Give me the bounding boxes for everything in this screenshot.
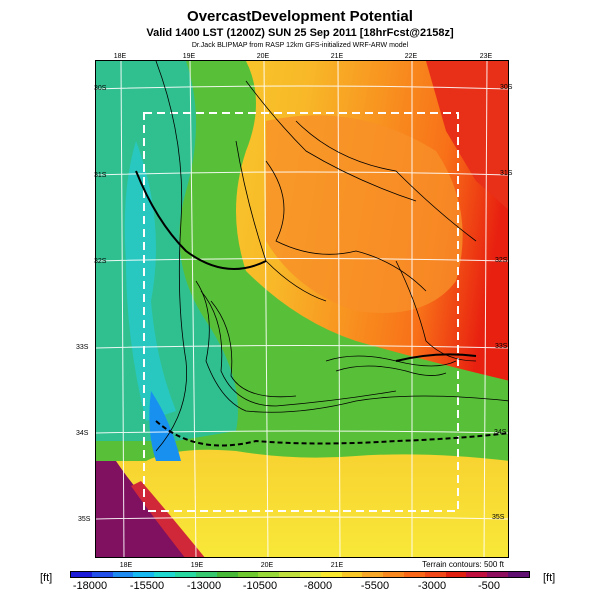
lon-label-top: 18E xyxy=(113,53,127,60)
colorbar-tick: -15500 xyxy=(129,580,165,592)
inner-domain-box xyxy=(143,112,459,512)
lat-label-left: 30S xyxy=(94,85,107,92)
lat-label-left: 33S xyxy=(76,344,89,351)
lon-label-top: 19E xyxy=(182,53,196,60)
colorbar-swatch xyxy=(279,572,300,577)
colorbar-unit-left: [ft] xyxy=(40,572,53,584)
map-title: OvercastDevelopment Potential xyxy=(187,8,413,25)
colorbar-swatch xyxy=(508,572,529,577)
lon-label-top: 22E xyxy=(404,53,418,60)
colorbar-swatch xyxy=(362,572,384,577)
colorbar-swatch xyxy=(404,572,425,577)
lat-label-right: 32S xyxy=(495,257,508,264)
lat-label-right: 31S xyxy=(500,170,513,177)
colorbar-swatch xyxy=(320,572,342,577)
field-ocean-red xyxy=(131,481,205,557)
lon-label-bottom: 20E xyxy=(260,562,274,569)
colorbar-tick: -10500 xyxy=(242,580,278,592)
field-blue-spot xyxy=(149,391,181,461)
lon-label-top: 23E xyxy=(479,53,493,60)
colorbar-swatch xyxy=(112,572,134,577)
colorbar-swatch xyxy=(258,572,280,577)
lat-label-right: 35S xyxy=(492,514,505,521)
lon-label-top: 20E xyxy=(256,53,270,60)
colorbar-swatch xyxy=(383,572,404,577)
colorbar-tick: -18000 xyxy=(72,580,108,592)
convergence-lines xyxy=(135,170,508,447)
colorbar-swatch xyxy=(133,572,155,577)
terrain-contours xyxy=(155,61,508,452)
field-cyan-strip xyxy=(124,141,176,421)
colorbar-tick: -500 xyxy=(477,580,501,592)
field-ocean-purple xyxy=(96,461,185,557)
lat-label-right: 33S xyxy=(495,343,508,350)
colorbar-swatch xyxy=(299,572,321,577)
lat-label-left: 31S xyxy=(94,172,107,179)
lat-label-left: 35S xyxy=(78,516,91,523)
colorbar-swatch xyxy=(466,572,488,577)
map-subtitle: Valid 1400 LST (1200Z) SUN 25 Sep 2011 [… xyxy=(146,27,454,39)
colorbar-swatch xyxy=(154,572,176,577)
colorbar-swatch xyxy=(175,572,196,577)
field-orange-core xyxy=(266,115,463,314)
forecast-map xyxy=(96,61,508,557)
latlon-grid xyxy=(96,61,508,557)
colorbar-swatch xyxy=(487,572,509,577)
lon-label-bottom: 19E xyxy=(190,562,204,569)
map-canvas xyxy=(95,60,509,558)
lat-label-left: 32S xyxy=(94,258,107,265)
model-credit: Dr.Jack BLIPMAP from RASP 12km GFS-initi… xyxy=(191,42,409,49)
colorbar-swatch xyxy=(341,572,363,577)
field-northeast-max xyxy=(426,61,508,210)
lon-label-bottom: 21E xyxy=(330,562,344,569)
terrain-contour-note: Terrain contours: 500 ft xyxy=(422,560,504,569)
colorbar-swatch xyxy=(216,572,238,577)
colorbar-unit-right: [ft] xyxy=(543,572,556,584)
colorbar-swatch xyxy=(237,572,259,577)
colorbar-tick: -8000 xyxy=(303,580,333,592)
colorbar-swatch xyxy=(91,572,113,577)
colorbar-swatch xyxy=(71,572,92,577)
lon-label-bottom: 18E xyxy=(119,562,133,569)
colorbar-tick: -13000 xyxy=(186,580,222,592)
colorbar-tick: -5500 xyxy=(360,580,390,592)
lat-label-left: 34S xyxy=(76,430,89,437)
colorbar-swatch xyxy=(195,572,217,577)
colorbar-swatch xyxy=(424,572,446,577)
colorbar-tick: -3000 xyxy=(417,580,447,592)
lat-label-right: 34S xyxy=(494,429,507,436)
colorbar xyxy=(70,571,530,578)
lat-label-right: 30S xyxy=(500,84,513,91)
colorbar-swatch xyxy=(445,572,467,577)
lon-label-top: 21E xyxy=(330,53,344,60)
